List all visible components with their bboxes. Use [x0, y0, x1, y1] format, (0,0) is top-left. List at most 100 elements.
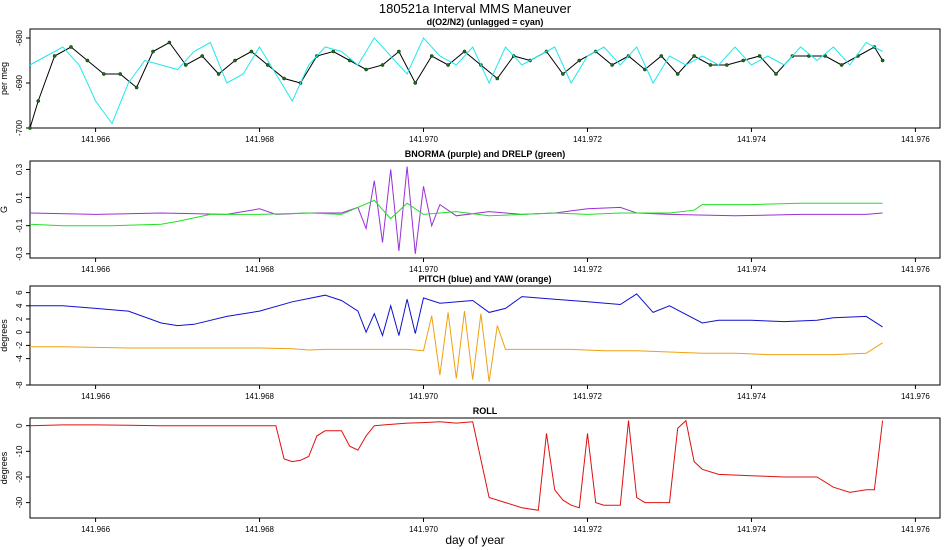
x-tick-label: 141.968 [245, 525, 274, 534]
data-point [134, 85, 139, 90]
data-point [183, 63, 188, 67]
data-point [151, 49, 155, 54]
panel-ylabel: G [0, 206, 9, 213]
plot-frame [29, 160, 941, 259]
data-point [429, 54, 434, 58]
plot-frame [29, 28, 941, 129]
x-tick-label: 141.976 [901, 392, 930, 401]
y-tick-label: 2 [15, 316, 24, 321]
plot-frame [29, 417, 941, 519]
panel-title: ROLL [473, 406, 498, 416]
data-point [28, 126, 32, 130]
data-point [495, 76, 500, 81]
y-tick-label: -30 [15, 496, 24, 508]
data-point [692, 54, 696, 58]
x-tick-label: 141.974 [737, 392, 766, 401]
series-line-unlagged [29, 37, 883, 125]
series-line-drelp [29, 199, 883, 227]
panel-title: PITCH (blue) and YAW (orange) [418, 274, 551, 284]
data-point [397, 49, 401, 54]
panel-ylabel: per meg [0, 62, 9, 95]
x-tick-label: 141.976 [901, 525, 930, 534]
data-point [724, 63, 729, 67]
x-tick-label: 141.970 [409, 392, 438, 401]
panel-ylabel: degrees [0, 451, 9, 484]
data-point [364, 67, 368, 72]
data-point [85, 58, 90, 63]
y-tick-label: -700 [15, 119, 24, 136]
series-line-yaw [30, 311, 883, 382]
y-tick-label: 0 [15, 423, 24, 428]
data-point [200, 54, 205, 58]
y-tick-label: 0.3 [15, 163, 24, 175]
x-tick-label: 141.972 [573, 135, 602, 144]
y-tick-label: -690 [15, 74, 24, 91]
data-point [880, 58, 885, 63]
data-point [380, 63, 385, 67]
data-point [118, 72, 123, 76]
series-line-series-0 [29, 41, 884, 129]
x-tick-label: 141.966 [81, 392, 110, 401]
x-tick-label: 141.972 [573, 392, 602, 401]
data-point [708, 63, 713, 67]
x-tick-label: 141.966 [81, 525, 110, 534]
y-tick-label: -2 [15, 341, 24, 349]
x-tick-label: 141.970 [409, 135, 438, 144]
data-point [36, 99, 41, 103]
y-tick-label: -0.3 [15, 246, 24, 260]
data-point [839, 63, 844, 67]
chart-panel-bnorma-drelp: BNORMA (purple) and DRELP (green) G 141.… [0, 149, 941, 274]
data-point [561, 72, 565, 76]
y-tick-label: 6 [15, 290, 24, 295]
x-tick-label: 141.968 [245, 135, 274, 144]
series-line-roll [29, 419, 884, 511]
y-tick-label: -0.1 [15, 218, 24, 232]
x-tick-label: 141.966 [81, 265, 110, 274]
data-point [167, 40, 172, 45]
chart-panel-o2n2: d(O2/N2) (unlagged = cyan) per meg 141.9… [0, 17, 941, 144]
series-line-pitch [30, 293, 883, 338]
x-tick-label: 141.970 [409, 265, 438, 274]
x-tick-label: 141.974 [737, 525, 766, 534]
y-tick-label: 4 [15, 303, 24, 308]
x-tick-label: 141.976 [901, 135, 930, 144]
x-tick-label: 141.968 [245, 265, 274, 274]
panel-title: BNORMA (purple) and DRELP (green) [405, 149, 566, 159]
y-tick-label: 0 [15, 329, 24, 334]
data-point [69, 45, 73, 49]
data-point [806, 54, 811, 58]
data-point [265, 63, 270, 67]
data-point [413, 81, 418, 85]
data-point [446, 63, 450, 67]
data-point [233, 58, 237, 63]
y-tick-label: -4 [15, 354, 24, 362]
data-point [757, 54, 762, 58]
x-tick-label: 141.976 [901, 265, 930, 274]
data-point [249, 49, 254, 54]
data-point [216, 72, 221, 76]
y-tick-label: -680 [15, 29, 24, 46]
data-point [577, 58, 582, 63]
plot-frame [29, 285, 941, 386]
x-tick-label: 141.970 [409, 525, 438, 534]
y-tick-label: -10 [15, 445, 24, 457]
panel-title: d(O2/N2) (unlagged = cyan) [427, 17, 544, 27]
data-point [52, 54, 57, 58]
chart-panel-pitch-yaw: PITCH (blue) and YAW (orange) degrees 14… [0, 274, 941, 401]
chart-panel-roll: ROLL degrees 141.966 141.968 141.970 141.97… [0, 406, 941, 534]
data-point [347, 58, 352, 63]
figure-title: 180521a Interval MMS Maneuver [379, 1, 572, 16]
x-tick-label: 141.974 [737, 265, 766, 274]
data-point [101, 72, 106, 76]
y-tick-label: -20 [15, 471, 24, 483]
data-point [659, 54, 664, 58]
figure-xlabel: day of year [445, 533, 504, 547]
data-point [331, 49, 336, 54]
y-tick-label: -8 [15, 381, 24, 389]
x-tick-label: 141.966 [81, 135, 110, 144]
x-tick-label: 141.972 [573, 525, 602, 534]
data-point [462, 49, 467, 54]
data-point [823, 54, 828, 58]
data-point [282, 76, 286, 81]
